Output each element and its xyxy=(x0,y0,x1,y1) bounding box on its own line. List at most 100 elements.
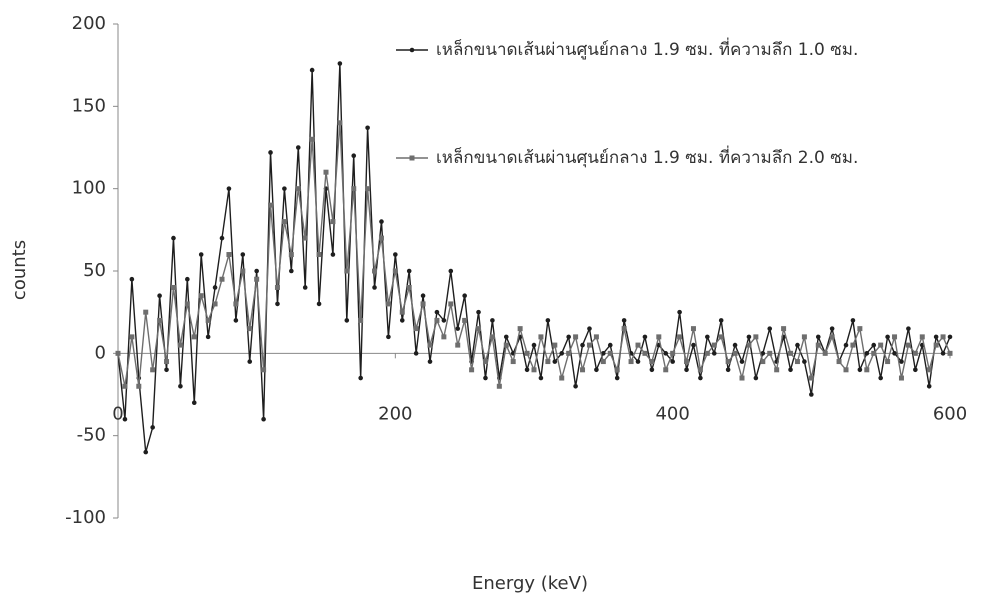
data-point xyxy=(310,68,315,73)
data-point xyxy=(220,277,225,282)
data-point xyxy=(899,376,904,381)
data-point xyxy=(733,343,738,348)
data-point xyxy=(747,335,752,340)
data-point xyxy=(324,170,329,175)
data-point xyxy=(920,334,925,339)
data-point xyxy=(885,359,890,364)
data-point xyxy=(442,318,447,323)
data-point xyxy=(802,334,807,339)
data-point xyxy=(539,376,544,381)
data-point xyxy=(143,310,148,315)
y-axis-label: counts xyxy=(9,240,30,300)
data-point xyxy=(754,376,759,381)
data-point xyxy=(247,359,252,364)
data-point xyxy=(934,343,939,348)
data-point xyxy=(143,450,148,455)
data-point xyxy=(282,219,287,224)
data-point xyxy=(899,359,904,364)
data-point xyxy=(185,277,190,282)
legend-marker xyxy=(410,48,415,53)
data-point xyxy=(906,326,911,331)
data-point xyxy=(421,301,426,306)
data-point xyxy=(643,335,648,340)
data-point xyxy=(663,351,668,356)
data-point xyxy=(844,367,849,372)
data-point xyxy=(927,384,932,389)
y-tick-label: 150 xyxy=(72,95,106,116)
data-point xyxy=(538,334,543,339)
data-point xyxy=(885,335,890,340)
data-point xyxy=(642,351,647,356)
data-point xyxy=(864,367,869,372)
data-point xyxy=(469,367,474,372)
data-point xyxy=(892,334,897,339)
data-point xyxy=(615,376,620,381)
data-point xyxy=(261,417,266,422)
data-point xyxy=(691,343,696,348)
data-point xyxy=(788,368,793,373)
x-axis-label: Energy (keV) xyxy=(472,573,588,594)
data-point xyxy=(656,334,661,339)
data-point xyxy=(407,269,412,274)
data-point xyxy=(913,351,918,356)
data-point xyxy=(622,326,627,331)
data-point xyxy=(296,186,301,191)
data-point xyxy=(546,318,551,323)
x-tick-label: 400 xyxy=(655,403,689,424)
data-point xyxy=(379,219,384,224)
data-point xyxy=(857,326,862,331)
data-point xyxy=(345,318,350,323)
x-tick-label: 200 xyxy=(378,403,412,424)
data-point xyxy=(483,359,488,364)
data-point xyxy=(830,326,835,331)
data-point xyxy=(816,343,821,348)
data-point xyxy=(185,301,190,306)
data-point xyxy=(213,301,218,306)
data-point xyxy=(726,359,731,364)
data-point xyxy=(310,137,315,142)
data-point xyxy=(282,186,287,191)
data-point xyxy=(330,219,335,224)
data-point xyxy=(407,285,412,290)
data-point xyxy=(435,310,440,315)
data-point xyxy=(698,376,703,381)
data-point xyxy=(580,367,585,372)
data-point xyxy=(809,392,814,397)
data-point xyxy=(234,318,239,323)
data-point xyxy=(677,310,682,315)
data-point xyxy=(913,368,918,373)
data-point xyxy=(525,368,530,373)
data-point xyxy=(712,351,717,356)
data-point xyxy=(164,368,169,373)
data-point xyxy=(774,367,779,372)
data-point xyxy=(552,343,557,348)
data-point xyxy=(629,359,634,364)
data-point xyxy=(532,343,537,348)
data-point xyxy=(622,318,627,323)
data-point xyxy=(878,376,883,381)
data-point xyxy=(372,269,377,274)
data-point xyxy=(608,343,613,348)
data-point xyxy=(331,252,336,257)
data-point xyxy=(566,335,571,340)
data-point xyxy=(941,334,946,339)
data-point xyxy=(414,326,419,331)
data-point xyxy=(268,203,273,208)
data-point xyxy=(448,301,453,306)
data-point xyxy=(511,359,516,364)
data-point xyxy=(767,351,772,356)
data-point xyxy=(553,359,558,364)
data-point xyxy=(123,417,128,422)
data-point xyxy=(171,285,176,290)
data-point xyxy=(136,384,141,389)
data-point xyxy=(129,334,134,339)
data-point xyxy=(566,351,571,356)
data-point xyxy=(851,318,856,323)
data-point xyxy=(164,359,169,364)
data-point xyxy=(670,359,675,364)
data-point xyxy=(351,153,356,158)
data-point xyxy=(753,334,758,339)
data-point xyxy=(892,351,897,356)
data-point xyxy=(116,351,121,356)
data-point xyxy=(358,376,363,381)
